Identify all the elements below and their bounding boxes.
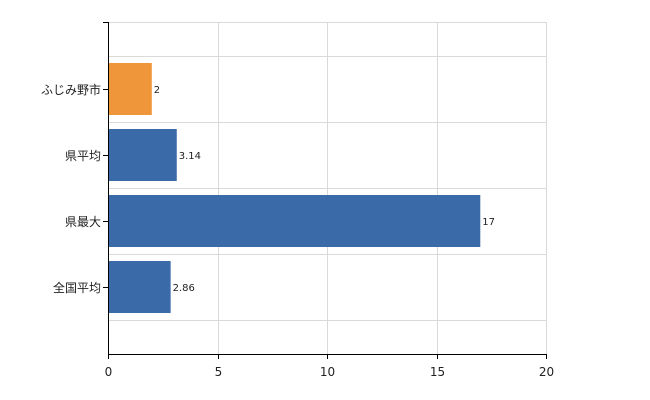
bar-2 xyxy=(109,195,481,247)
y-tick-label: ふじみ野市 xyxy=(41,82,101,97)
data-label: 2.86 xyxy=(173,283,195,294)
data-label: 17 xyxy=(482,217,495,228)
data-label: 3.14 xyxy=(179,151,201,162)
x-tick-label: 5 xyxy=(215,365,223,379)
x-tick-label: 10 xyxy=(320,365,335,379)
x-tick-label: 15 xyxy=(430,365,445,379)
data-label: 2 xyxy=(154,85,160,96)
bars xyxy=(109,63,481,313)
bar-0 xyxy=(109,63,152,115)
y-tick-label: 県最大 xyxy=(65,215,101,229)
x-tick-label: 0 xyxy=(105,365,113,379)
axes xyxy=(103,22,547,359)
gridlines xyxy=(108,22,547,354)
labels: 0 5 10 15 20 ふじみ野市 2 県平均 3.14 県最大 17 全国平均 2.86 xyxy=(41,82,554,379)
bar-1 xyxy=(109,129,177,181)
y-tick-label: 全国平均 xyxy=(53,280,101,295)
x-tick-label: 20 xyxy=(539,365,554,379)
y-tick-label: 県平均 xyxy=(65,149,101,163)
bar-3 xyxy=(109,261,171,313)
